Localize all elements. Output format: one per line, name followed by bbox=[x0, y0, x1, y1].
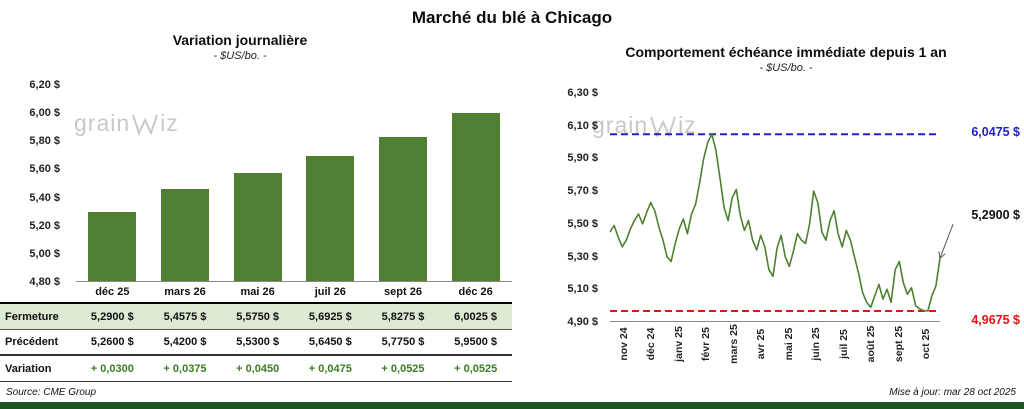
last-price-pointer bbox=[939, 224, 954, 259]
y-axis-tick-label: 5,90 $ bbox=[567, 152, 598, 165]
bar-chart-subtitle: - $US/bo. - bbox=[213, 50, 267, 62]
y-axis-tick-label: 6,00 $ bbox=[29, 107, 60, 120]
table-value-cell: 5,6450 $ bbox=[293, 330, 367, 356]
yearly-low-label: 4,9675 $ bbox=[971, 312, 1020, 327]
x-axis-month-label: févr 25 bbox=[700, 327, 713, 361]
table-corner-cell bbox=[0, 282, 76, 304]
y-axis-tick-label: 5,60 $ bbox=[29, 163, 60, 176]
table-value-cell: 5,5300 $ bbox=[221, 330, 294, 356]
bar-chart-y-axis: 6,20 $ 6,00 $ 5,80 $ 5,60 $ 5,40 $ 5,20 $ 5,00… bbox=[0, 79, 66, 288]
y-axis-tick-label: 6,20 $ bbox=[29, 79, 60, 91]
line-chart-x-axis: nov 24 déc 24 janv 25 févr 25 mars 25 avr 25 m… bbox=[610, 322, 940, 386]
y-axis-tick-label: 5,30 $ bbox=[567, 250, 598, 263]
bar-déc 26 bbox=[451, 112, 500, 281]
x-axis-month-label: août 25 bbox=[865, 325, 878, 363]
table-column-header: déc 26 bbox=[439, 282, 512, 304]
yearly-high-label: 6,0475 $ bbox=[971, 125, 1020, 140]
bar-chart-plot bbox=[76, 85, 512, 282]
y-axis-tick-label: 6,30 $ bbox=[567, 87, 598, 99]
y-axis-tick-label: 5,20 $ bbox=[29, 219, 60, 232]
bar-sept 26 bbox=[379, 137, 428, 281]
front-month-section: Comportement échéance immédiate depuis 1… bbox=[548, 30, 1024, 402]
x-axis-month-label: nov 24 bbox=[617, 327, 630, 361]
table-column-header: déc 25 bbox=[76, 282, 149, 304]
line-chart-title: Comportement échéance immédiate depuis 1… bbox=[625, 44, 947, 60]
watermark-w-icon bbox=[650, 116, 677, 138]
x-axis-month-label: mars 25 bbox=[727, 324, 740, 364]
grainwiz-watermark: grain iz bbox=[74, 110, 179, 137]
line-chart-subtitle: - $US/bo. - bbox=[759, 62, 813, 74]
watermark-text-suffix: iz bbox=[678, 112, 697, 138]
bar-mars 26 bbox=[161, 188, 209, 281]
x-axis-month-label: juil 25 bbox=[837, 329, 850, 359]
y-axis-tick-label: 5,50 $ bbox=[567, 217, 598, 230]
table-value-cell: 5,8275 $ bbox=[366, 304, 440, 330]
table-value-cell: 5,9500 $ bbox=[439, 330, 512, 356]
table-column-header: mai 26 bbox=[221, 282, 294, 304]
bar-slot bbox=[149, 85, 222, 281]
footer-green-bar bbox=[0, 402, 1024, 409]
last-price-label: 5,2900 $ bbox=[971, 208, 1020, 223]
page-title: Marché du blé à Chicago bbox=[411, 8, 613, 27]
x-axis-month-label: déc 24 bbox=[645, 327, 658, 361]
bar-mai 26 bbox=[233, 172, 282, 281]
line-chart-svg bbox=[609, 133, 954, 312]
bar-slot bbox=[439, 85, 512, 281]
bar-chart-title: Variation journalière bbox=[172, 32, 308, 48]
y-axis-tick-label: 6,10 $ bbox=[567, 119, 598, 132]
y-axis-tick-label: 5,10 $ bbox=[567, 283, 598, 296]
watermark-text-suffix: iz bbox=[160, 110, 179, 136]
table-value-cell: + 0,0375 bbox=[148, 356, 222, 382]
table-value-cell: 6,0025 $ bbox=[439, 304, 512, 330]
table-value-cell: + 0,0525 bbox=[439, 356, 512, 382]
watermark-text-prefix: grain bbox=[74, 110, 131, 136]
table-column-header: mars 26 bbox=[148, 282, 222, 304]
y-axis-tick-label: 5,40 $ bbox=[29, 191, 60, 204]
table-column-header: juil 26 bbox=[293, 282, 367, 304]
table-column-header: sept 26 bbox=[366, 282, 440, 304]
x-axis-month-label: janv 25 bbox=[672, 326, 685, 362]
bar-juil 26 bbox=[306, 156, 355, 281]
y-axis-tick-label: 5,70 $ bbox=[567, 185, 598, 198]
watermark-w-icon bbox=[132, 114, 159, 136]
bar-déc 25 bbox=[88, 212, 137, 281]
x-axis-month-label: juin 25 bbox=[810, 327, 823, 361]
table-value-cell: 5,7750 $ bbox=[366, 330, 440, 356]
price-series-line bbox=[609, 133, 941, 312]
daily-variation-section: Variation journalière - $US/bo. - grain … bbox=[0, 30, 512, 402]
table-value-cell: 5,2900 $ bbox=[76, 304, 149, 330]
last-price-arrowhead bbox=[938, 251, 946, 260]
update-timestamp: Mise à jour: mar 28 oct 2025 bbox=[889, 387, 1016, 398]
x-axis-month-label: mai 25 bbox=[782, 327, 795, 361]
bar-slot bbox=[221, 85, 294, 281]
y-axis-tick-label: 4,90 $ bbox=[567, 316, 598, 328]
table-value-cell: + 0,0450 bbox=[221, 356, 294, 382]
table-value-cell: + 0,0525 bbox=[366, 356, 440, 382]
y-axis-tick-label: 4,80 $ bbox=[29, 276, 60, 288]
table-row-label: Précédent bbox=[0, 330, 76, 356]
bar-slot bbox=[367, 85, 440, 281]
bar-slot bbox=[76, 85, 149, 281]
table-value-cell: + 0,0475 bbox=[293, 356, 367, 382]
line-chart-plot bbox=[610, 93, 940, 322]
bar-slot bbox=[294, 85, 367, 281]
y-axis-tick-label: 5,00 $ bbox=[29, 247, 60, 260]
x-axis-month-label: sept 25 bbox=[892, 325, 905, 363]
table-value-cell: 5,5750 $ bbox=[221, 304, 294, 330]
y-axis-tick-label: 5,80 $ bbox=[29, 135, 60, 148]
table-value-cell: 5,6925 $ bbox=[293, 304, 367, 330]
x-axis-month-label: oct 25 bbox=[920, 328, 933, 360]
source-note: Source: CME Group bbox=[6, 387, 97, 398]
table-row-label: Variation bbox=[0, 356, 76, 382]
x-axis-month-label: avr 25 bbox=[755, 328, 768, 360]
line-chart-y-axis: 6,30 $ 6,10 $ 5,90 $ 5,70 $ 5,50 $ 5,30 $ 5,10… bbox=[548, 87, 604, 328]
table-value-cell: + 0,0300 bbox=[76, 356, 149, 382]
futures-price-table: déc 25 mars 26 mai 26 juil 26 sept 26 déc 26 F… bbox=[0, 282, 512, 382]
table-row-label: Fermeture bbox=[0, 304, 76, 330]
table-value-cell: 5,2600 $ bbox=[76, 330, 149, 356]
table-value-cell: 5,4575 $ bbox=[148, 304, 222, 330]
table-value-cell: 5,4200 $ bbox=[148, 330, 222, 356]
